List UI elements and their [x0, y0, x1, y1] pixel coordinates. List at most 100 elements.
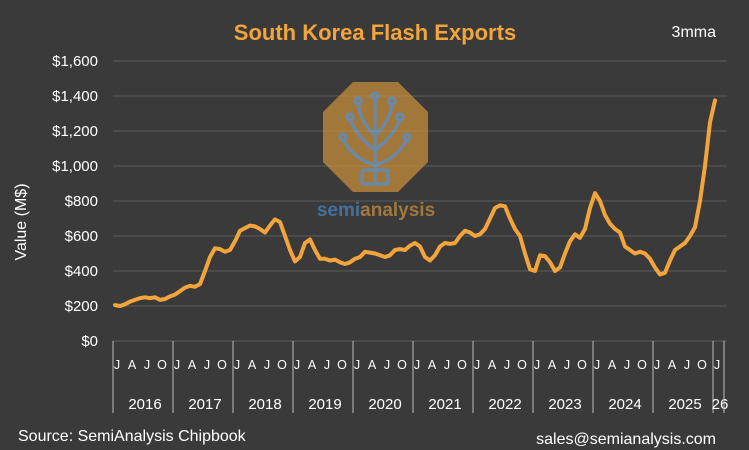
- x-month-tick-label: J: [204, 358, 210, 372]
- data-point: [348, 260, 352, 264]
- y-tick-label: $1,600: [52, 53, 98, 70]
- data-point: [578, 236, 582, 240]
- data-point: [598, 199, 602, 203]
- data-point: [653, 265, 657, 270]
- y-axis-ticks: $0 $200 $400 $600 $800 $1,000 $1,200 $1,400 $1,6…: [52, 53, 98, 350]
- data-point: [523, 251, 527, 256]
- x-month-tick-label: J: [714, 358, 720, 372]
- x-month-tick-label: A: [488, 358, 497, 372]
- data-point: [423, 255, 427, 259]
- x-month-tick-label: J: [144, 358, 150, 372]
- data-point: [383, 255, 387, 259]
- watermark-text-analysis: analysis: [360, 200, 435, 221]
- data-point: [708, 120, 712, 124]
- x-month-tick-label: J: [594, 358, 600, 372]
- data-point: [528, 267, 532, 271]
- x-month-tick-label: J: [534, 358, 540, 372]
- data-point: [203, 269, 207, 273]
- data-point: [623, 244, 627, 249]
- data-point: [373, 251, 377, 256]
- contact-email[interactable]: sales@semianalysis.com: [536, 431, 716, 448]
- chart-title: South Korea Flash Exports: [234, 20, 516, 45]
- x-month-tick-label: A: [608, 358, 617, 372]
- data-point: [508, 216, 512, 221]
- x-year-label: 2019: [308, 396, 341, 413]
- data-point: [243, 226, 247, 230]
- x-month-tick-label: J: [294, 358, 300, 372]
- data-point: [143, 295, 147, 299]
- data-point: [353, 257, 357, 261]
- x-year-label: 2022: [488, 396, 521, 413]
- x-year-label: 2025: [668, 396, 701, 413]
- x-month-tick-label: A: [428, 358, 437, 372]
- data-point: [668, 258, 672, 263]
- y-tick-label: $600: [65, 228, 98, 245]
- x-month-tick-label: O: [517, 358, 527, 372]
- data-point: [558, 265, 562, 270]
- x-month-tick-label: J: [474, 358, 480, 372]
- data-point: [433, 253, 437, 257]
- data-point: [233, 239, 237, 243]
- data-point: [278, 220, 282, 224]
- x-year-label: 2023: [548, 396, 581, 413]
- data-point: [518, 234, 522, 238]
- data-point: [428, 258, 432, 263]
- data-point: [208, 255, 212, 259]
- data-point: [318, 257, 322, 261]
- data-point: [338, 260, 342, 264]
- x-month-tick-label: O: [697, 358, 707, 372]
- x-month-tick-label: A: [368, 358, 377, 372]
- data-point: [358, 255, 362, 259]
- y-tick-label: $1,200: [52, 123, 98, 140]
- data-point: [178, 289, 182, 293]
- data-point: [563, 251, 567, 256]
- data-point: [158, 298, 162, 302]
- x-year-label: 2021: [428, 396, 461, 413]
- y-tick-label: $1,400: [52, 88, 98, 105]
- data-point: [163, 297, 167, 301]
- data-point: [618, 230, 622, 235]
- data-point: [238, 229, 242, 233]
- watermark-text-semi: semi: [317, 200, 360, 221]
- x-year-label: 2017: [188, 396, 221, 413]
- data-point: [218, 247, 222, 251]
- watermark-logo: semianalysis: [317, 82, 435, 221]
- x-month-tick-label: J: [264, 358, 270, 372]
- y-tick-label: $400: [65, 263, 98, 280]
- data-point: [268, 223, 272, 228]
- data-point: [513, 227, 517, 231]
- data-point: [448, 242, 452, 246]
- data-point: [593, 191, 597, 195]
- data-point: [223, 250, 227, 254]
- data-point: [198, 282, 202, 286]
- data-point: [468, 230, 472, 235]
- x-month-tick-label: J: [504, 358, 510, 372]
- data-point: [648, 257, 652, 261]
- x-month-tick-label: A: [548, 358, 557, 372]
- data-point: [378, 253, 382, 257]
- data-point: [173, 293, 177, 297]
- data-point: [388, 253, 392, 257]
- data-point: [453, 241, 457, 245]
- data-point: [673, 248, 677, 252]
- x-month-tick-label: O: [157, 358, 167, 372]
- data-point: [473, 234, 477, 238]
- x-month-tick-label: J: [684, 358, 690, 372]
- data-point: [533, 269, 537, 273]
- x-month-tick-label: J: [384, 358, 390, 372]
- x-month-tick-label: O: [457, 358, 467, 372]
- data-point: [713, 98, 717, 102]
- data-point: [628, 248, 632, 252]
- data-point: [283, 234, 287, 238]
- data-point: [638, 250, 642, 254]
- y-tick-label: $800: [65, 193, 98, 210]
- x-month-tick-label: J: [354, 358, 360, 372]
- data-point: [253, 224, 257, 228]
- data-point: [298, 255, 302, 259]
- x-month-tick-label: J: [564, 358, 570, 372]
- x-month-tick-label: O: [577, 358, 587, 372]
- data-point: [288, 248, 292, 252]
- data-point: [483, 227, 487, 231]
- data-point: [488, 216, 492, 221]
